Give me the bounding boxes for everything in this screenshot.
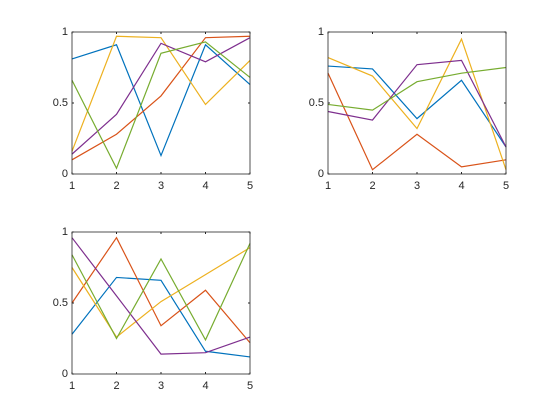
y-tick-label: 0.5 xyxy=(53,297,68,309)
data-line xyxy=(327,37,507,170)
axes-background xyxy=(72,232,250,374)
y-tick-label: 0.5 xyxy=(309,97,324,109)
data-line xyxy=(71,35,251,152)
x-tick-label: 3 xyxy=(158,380,164,392)
y-tick-label: 1 xyxy=(318,26,324,38)
x-tick-label: 4 xyxy=(202,180,208,192)
x-tick-label: 5 xyxy=(247,380,253,392)
y-tick-label: 0.5 xyxy=(53,97,68,109)
data-line xyxy=(71,43,251,158)
y-tick-label: 0 xyxy=(318,168,324,180)
x-tick-label: 1 xyxy=(69,180,75,192)
x-tick-label: 4 xyxy=(458,180,464,192)
data-line xyxy=(327,65,507,148)
axes-background xyxy=(328,32,506,174)
x-tick-label: 5 xyxy=(247,180,253,192)
x-tick-label: 2 xyxy=(369,180,375,192)
data-line xyxy=(71,41,251,170)
x-tick-label: 1 xyxy=(325,180,331,192)
x-tick-label: 2 xyxy=(113,380,119,392)
data-line xyxy=(71,35,251,161)
x-tick-label: 3 xyxy=(414,180,420,192)
data-line xyxy=(71,243,251,342)
x-tick-label: 1 xyxy=(69,380,75,392)
data-line xyxy=(71,276,251,358)
y-tick-label: 0 xyxy=(62,168,68,180)
y-tick-label: 0 xyxy=(62,368,68,380)
x-tick-label: 3 xyxy=(158,180,164,192)
y-tick-label: 1 xyxy=(62,26,68,38)
data-line xyxy=(327,66,507,111)
y-tick-label: 1 xyxy=(62,226,68,238)
data-line xyxy=(327,59,507,148)
x-tick-label: 5 xyxy=(503,180,509,192)
data-line xyxy=(327,72,507,171)
x-tick-label: 4 xyxy=(202,380,208,392)
data-line xyxy=(71,247,251,338)
axes-background xyxy=(72,32,250,174)
x-tick-label: 2 xyxy=(113,180,119,192)
data-line xyxy=(71,237,251,355)
